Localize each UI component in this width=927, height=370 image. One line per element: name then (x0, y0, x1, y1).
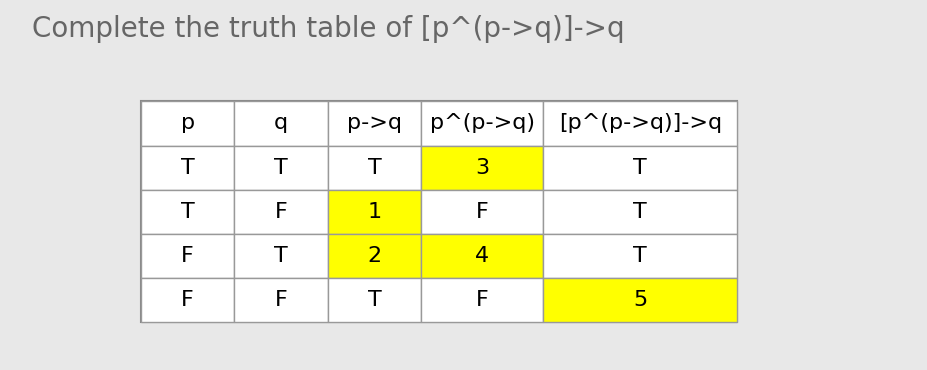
Text: 3: 3 (476, 158, 489, 178)
Text: Complete the truth table of [p^(p->q)]->q: Complete the truth table of [p^(p->q)]->… (32, 15, 625, 43)
Text: F: F (182, 246, 194, 266)
Text: T: T (181, 202, 195, 222)
Text: 5: 5 (633, 290, 647, 310)
Text: [p^(p->q)]->q: [p^(p->q)]->q (559, 114, 722, 134)
Bar (328, 101, 421, 145)
Text: F: F (476, 202, 489, 222)
Text: p: p (181, 114, 195, 134)
Text: F: F (182, 290, 194, 310)
Text: 1: 1 (367, 202, 382, 222)
Text: F: F (274, 290, 287, 310)
Bar (543, 234, 737, 278)
Text: 4: 4 (476, 246, 489, 266)
Text: p->q: p->q (347, 114, 402, 134)
Bar (235, 190, 328, 234)
Text: T: T (368, 158, 381, 178)
Bar (141, 234, 235, 278)
Text: p^(p->q): p^(p->q) (430, 114, 535, 134)
Bar (141, 145, 235, 190)
Text: T: T (368, 290, 381, 310)
Bar (543, 145, 737, 190)
Bar (421, 278, 543, 322)
Bar (328, 190, 421, 234)
Text: T: T (633, 158, 647, 178)
Bar (421, 190, 543, 234)
Text: F: F (274, 202, 287, 222)
Text: F: F (476, 290, 489, 310)
Text: T: T (274, 158, 288, 178)
Text: T: T (633, 246, 647, 266)
Bar (235, 278, 328, 322)
Bar (421, 145, 543, 190)
Bar (543, 278, 737, 322)
Text: T: T (274, 246, 288, 266)
Text: T: T (633, 202, 647, 222)
Bar (543, 101, 737, 145)
Bar (328, 234, 421, 278)
Bar (328, 278, 421, 322)
Text: T: T (181, 158, 195, 178)
Text: 2: 2 (367, 246, 382, 266)
Bar (141, 190, 235, 234)
Bar (235, 234, 328, 278)
Bar (141, 101, 737, 322)
Bar (141, 101, 235, 145)
Bar (421, 234, 543, 278)
Text: q: q (274, 114, 288, 134)
Bar (235, 145, 328, 190)
Bar (543, 190, 737, 234)
Bar (421, 101, 543, 145)
Bar (235, 101, 328, 145)
Bar (141, 278, 235, 322)
Bar (328, 145, 421, 190)
